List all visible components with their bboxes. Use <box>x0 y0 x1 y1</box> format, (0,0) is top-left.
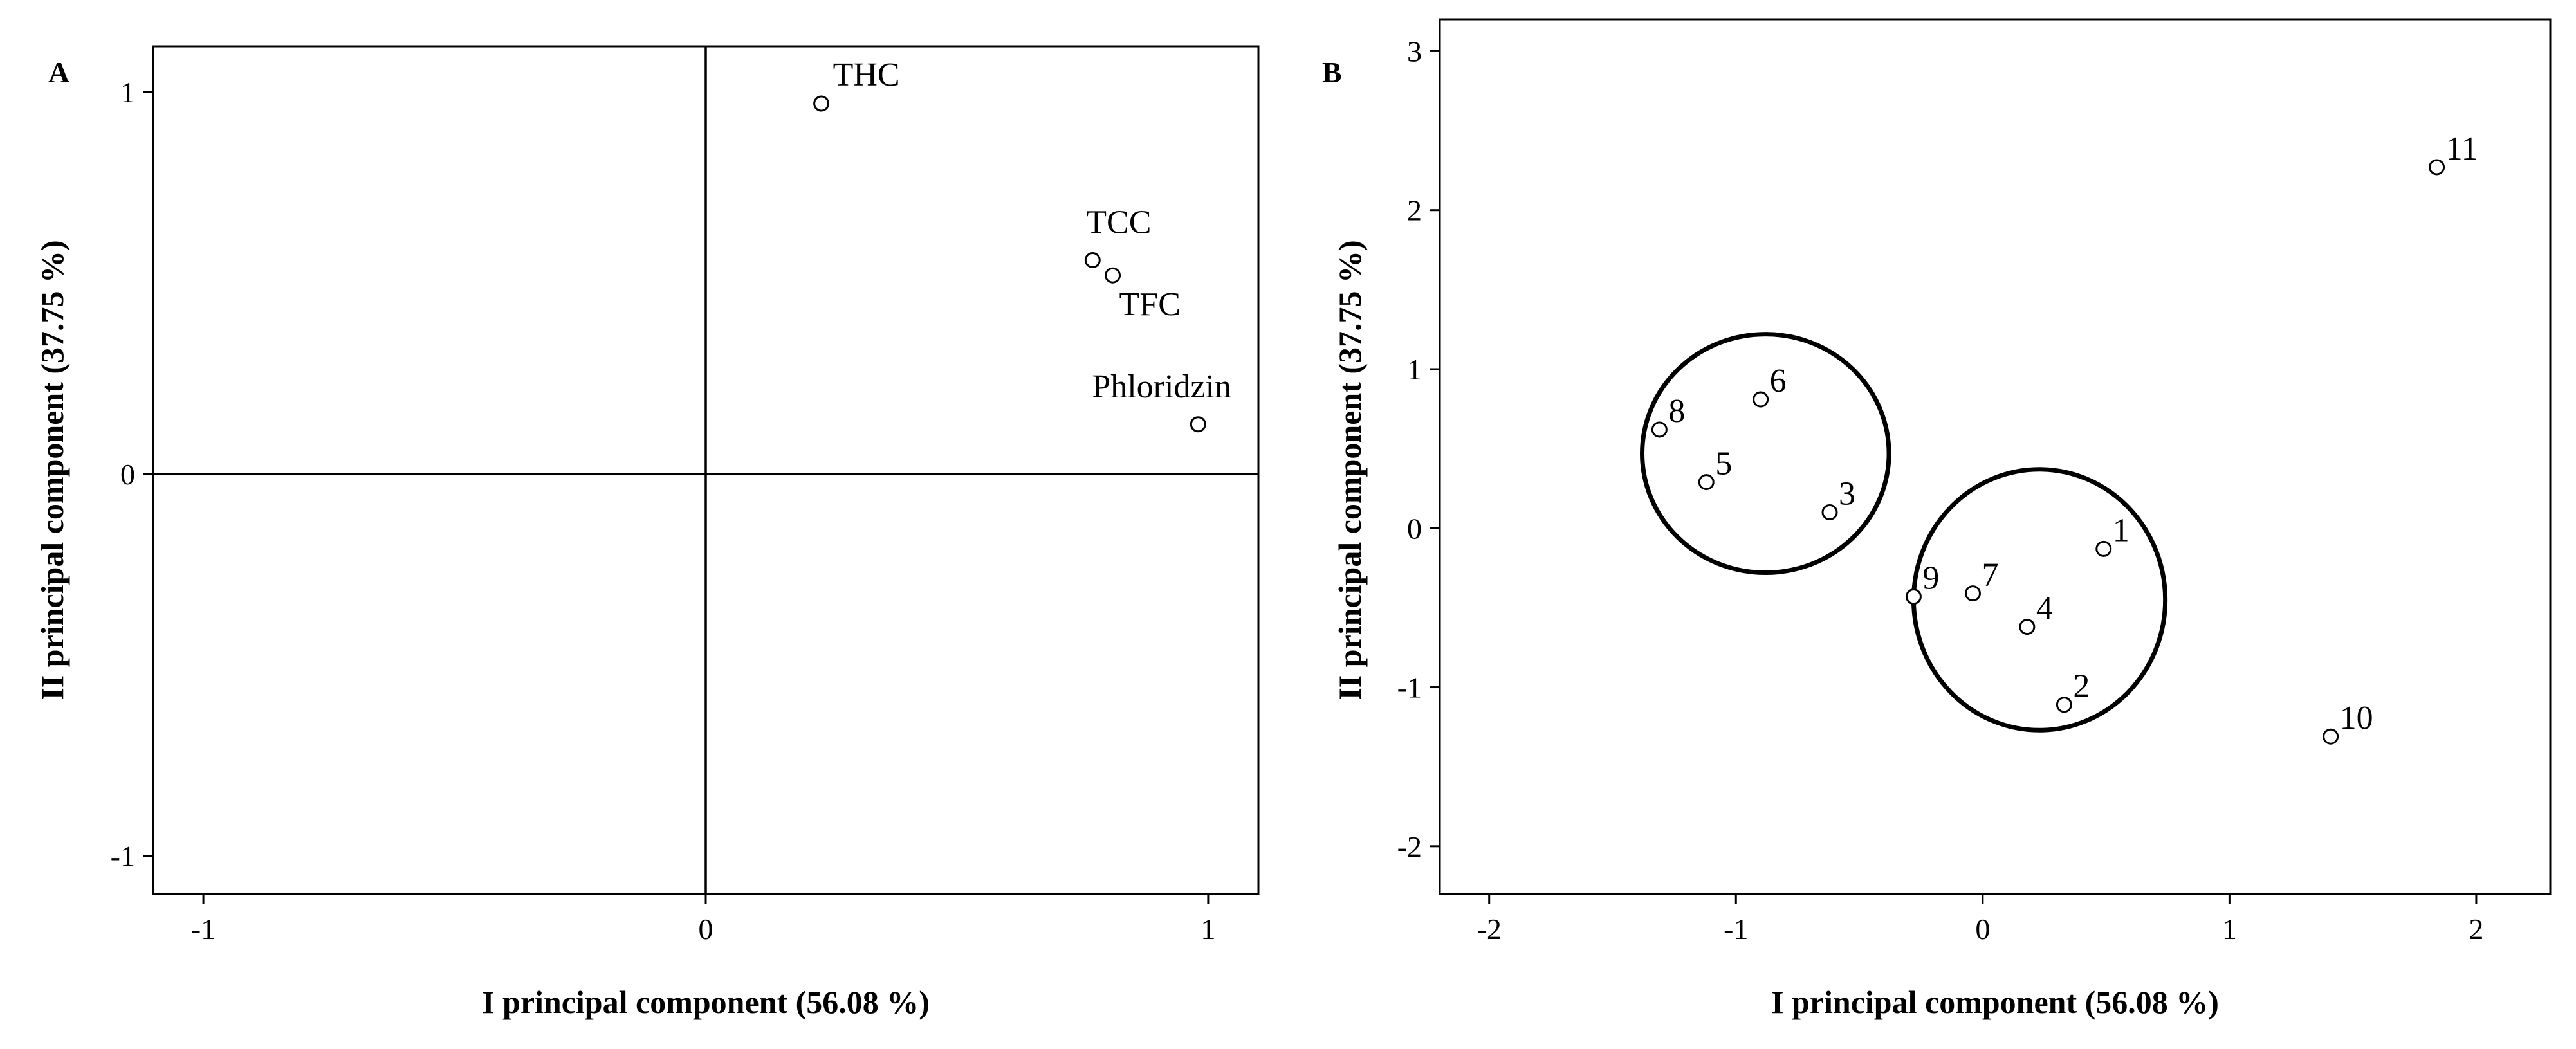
panel-b-x-axis-title: I principal component (56.08 %) <box>1771 984 2219 1020</box>
point-label-4: 4 <box>2036 590 2053 627</box>
panel-b-y-tick-label: 0 <box>1407 512 1422 545</box>
point-marker-thc <box>813 95 830 112</box>
panel-a-x-tick-label: -1 <box>191 913 216 945</box>
point-label-10: 10 <box>2340 700 2373 736</box>
point-marker-tfc <box>1105 267 1121 284</box>
panel-b-y-tick-label: -1 <box>1397 671 1422 704</box>
panel-b-y-tick-label: 3 <box>1407 35 1422 68</box>
point-marker-4 <box>2019 619 2036 635</box>
panel-a-y-axis-title: II principal component (37.75 %) <box>34 240 70 700</box>
point-marker-10 <box>2323 728 2339 745</box>
point-label-5: 5 <box>1715 446 1732 482</box>
point-label-phloridzin: Phloridzin <box>1092 369 1231 405</box>
panel-b-y-tick-label: -2 <box>1397 830 1422 863</box>
panel-b-x-ticks: -2 -1 0 1 2 <box>1477 894 2483 945</box>
panel-b-x-tick-label: 2 <box>2469 913 2483 945</box>
panel-b-y-axis-title: II principal component (37.75 %) <box>1332 240 1368 700</box>
point-marker-5 <box>1698 474 1715 491</box>
panel-a-y-tick-label: 0 <box>120 458 135 491</box>
panel-b-x-tick-label: 0 <box>1975 913 1990 945</box>
panel-a-y-tick-label: 1 <box>120 76 135 109</box>
panel-b-y-ticks: -2 -1 0 1 2 3 <box>1397 35 1440 863</box>
point-label-tfc: TFC <box>1119 286 1181 323</box>
panel-a-x-axis-title: I principal component (56.08 %) <box>482 984 930 1020</box>
panel-b-y-tick-label: 2 <box>1407 194 1422 227</box>
panel-a-y-ticks: -1 0 1 <box>111 76 153 873</box>
panel-b: B -2 -1 0 1 2 -2 -1 0 1 2 3 1 2 3 4 5 6 7 8 9 10 11 I princ… <box>1322 18 2552 1020</box>
panel-a: A -1 0 1 -1 0 1 THC TCC TFC Phloridzin I princi… <box>34 45 1260 1020</box>
point-marker-3 <box>1821 504 1838 521</box>
point-marker-7 <box>1964 585 1981 602</box>
point-label-1: 1 <box>2113 512 2130 549</box>
panel-b-points: 1 2 3 4 5 6 7 8 9 10 11 <box>1651 131 2478 745</box>
point-label-8: 8 <box>1668 393 1685 430</box>
panel-a-points: THC TCC TFC Phloridzin <box>813 57 1231 433</box>
point-label-2: 2 <box>2073 668 2090 705</box>
panel-a-letter: A <box>48 56 69 89</box>
cluster-ellipse <box>1640 332 1891 576</box>
point-label-11: 11 <box>2446 131 2478 167</box>
point-marker-6 <box>1753 391 1769 408</box>
point-label-6: 6 <box>1770 363 1787 399</box>
point-label-tcc: TCC <box>1086 204 1151 241</box>
panel-b-letter: B <box>1322 56 1342 89</box>
panel-b-x-tick-label: -2 <box>1477 913 1502 945</box>
panel-b-plot-frame <box>1439 18 2552 895</box>
point-marker-2 <box>2056 697 2072 713</box>
point-marker-phloridzin <box>1190 416 1206 433</box>
point-label-thc: THC <box>833 57 900 93</box>
point-marker-11 <box>2429 159 2445 176</box>
point-label-9: 9 <box>1922 560 1939 597</box>
point-marker-8 <box>1651 421 1668 438</box>
panel-b-x-tick-label: -1 <box>1724 913 1748 945</box>
point-marker-1 <box>2095 540 2112 557</box>
point-marker-tcc <box>1084 251 1101 268</box>
panel-b-x-tick-label: 1 <box>2222 913 2237 945</box>
point-marker-9 <box>1905 588 1922 605</box>
panel-a-y-tick-label: -1 <box>111 840 135 873</box>
panel-a-x-tick-label: 1 <box>1201 913 1215 945</box>
panel-a-x-ticks: -1 0 1 <box>191 894 1215 945</box>
panel-b-y-tick-label: 1 <box>1407 353 1422 386</box>
panel-a-x-tick-label: 0 <box>699 913 713 945</box>
point-label-3: 3 <box>1839 476 1855 513</box>
point-label-7: 7 <box>1982 557 1998 594</box>
